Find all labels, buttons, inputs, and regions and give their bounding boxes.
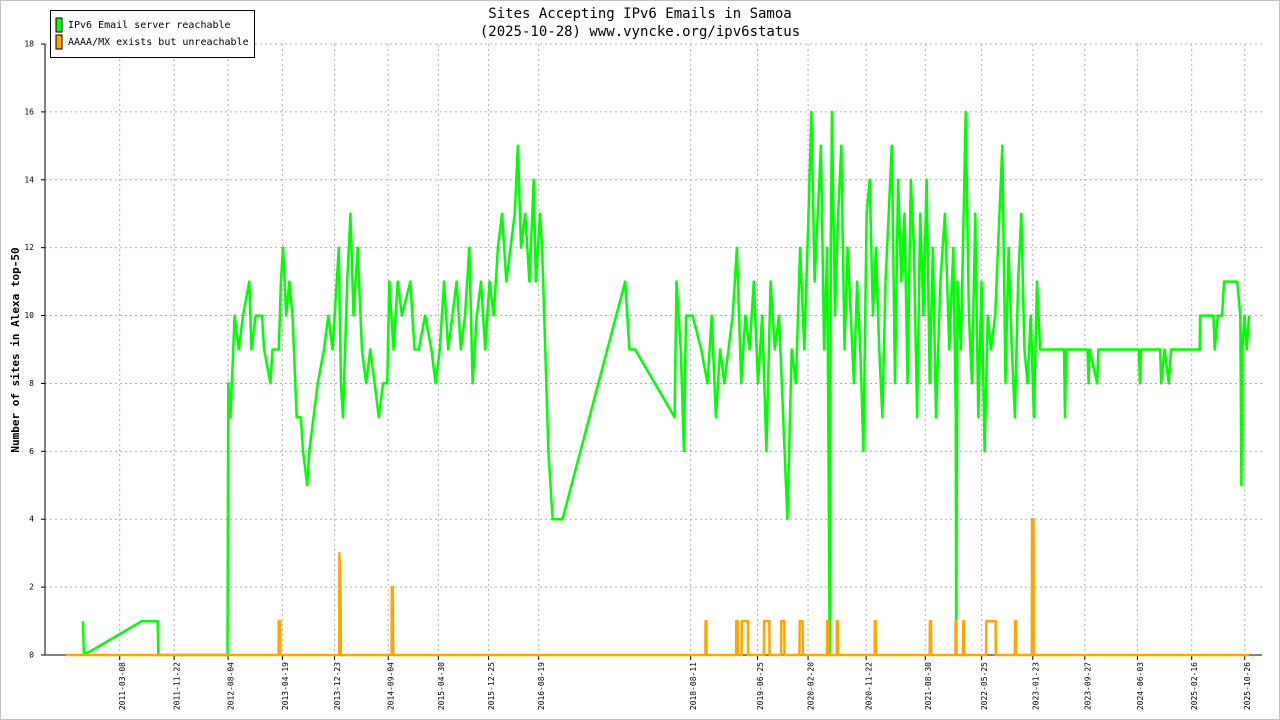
x-tick-label: 2013-04-19 — [281, 662, 290, 710]
y-tick-label: 2 — [29, 583, 34, 592]
x-tick-label: 2016-08-19 — [537, 662, 546, 710]
legend-label: AAAA/MX exists but unreachable — [68, 37, 249, 48]
x-tick-label: 2020-11-22 — [865, 662, 874, 710]
x-tick-label: 2012-08-04 — [227, 662, 236, 710]
y-tick-label: 8 — [29, 379, 34, 388]
x-tick-label: 2019-06-25 — [756, 662, 765, 710]
x-tick-label: 2023-01-23 — [1031, 662, 1040, 710]
y-tick-label: 12 — [24, 243, 34, 252]
legend-swatch — [55, 34, 63, 50]
legend-box — [50, 10, 255, 58]
x-tick-label: 2015-12-25 — [487, 662, 496, 710]
x-tick-label: 2020-02-20 — [807, 662, 816, 710]
y-tick-label: 6 — [29, 447, 34, 456]
y-axis-label: Number of sites in Alexa top-50 — [9, 247, 22, 452]
x-tick-label: 2011-03-08 — [118, 662, 127, 710]
y-tick-label: 0 — [29, 651, 34, 660]
x-tick-label: 2021-08-30 — [924, 662, 933, 710]
chart-subtitle: (2025-10-28) www.vyncke.org/ipv6status — [480, 24, 800, 40]
x-tick-label: 2022-05-25 — [980, 662, 989, 710]
legend-swatch — [55, 17, 63, 33]
y-tick-label: 10 — [24, 311, 34, 320]
x-tick-label: 2013-12-23 — [333, 662, 342, 710]
x-tick-label: 2011-11-22 — [173, 662, 182, 710]
y-tick-label: 4 — [29, 515, 34, 524]
data-line — [65, 517, 1249, 657]
y-tick-label: 14 — [24, 175, 34, 184]
x-tick-label: 2014-09-04 — [387, 662, 396, 710]
data-line — [81, 110, 1251, 657]
legend-label: IPv6 Email server reachable — [68, 20, 231, 31]
x-tick-label: 2024-06-03 — [1136, 662, 1145, 710]
chart-title: Sites Accepting IPv6 Emails in Samoa — [488, 6, 791, 22]
x-tick-label: 2018-08-11 — [689, 662, 698, 710]
x-tick-label: 2023-09-27 — [1083, 662, 1092, 710]
x-tick-label: 2025-10-26 — [1243, 662, 1252, 710]
y-tick-label: 16 — [24, 107, 34, 116]
y-tick-label: 18 — [24, 40, 34, 49]
x-tick-label: 2015-04-30 — [437, 662, 446, 710]
x-tick-label: 2025-02-16 — [1190, 662, 1199, 710]
